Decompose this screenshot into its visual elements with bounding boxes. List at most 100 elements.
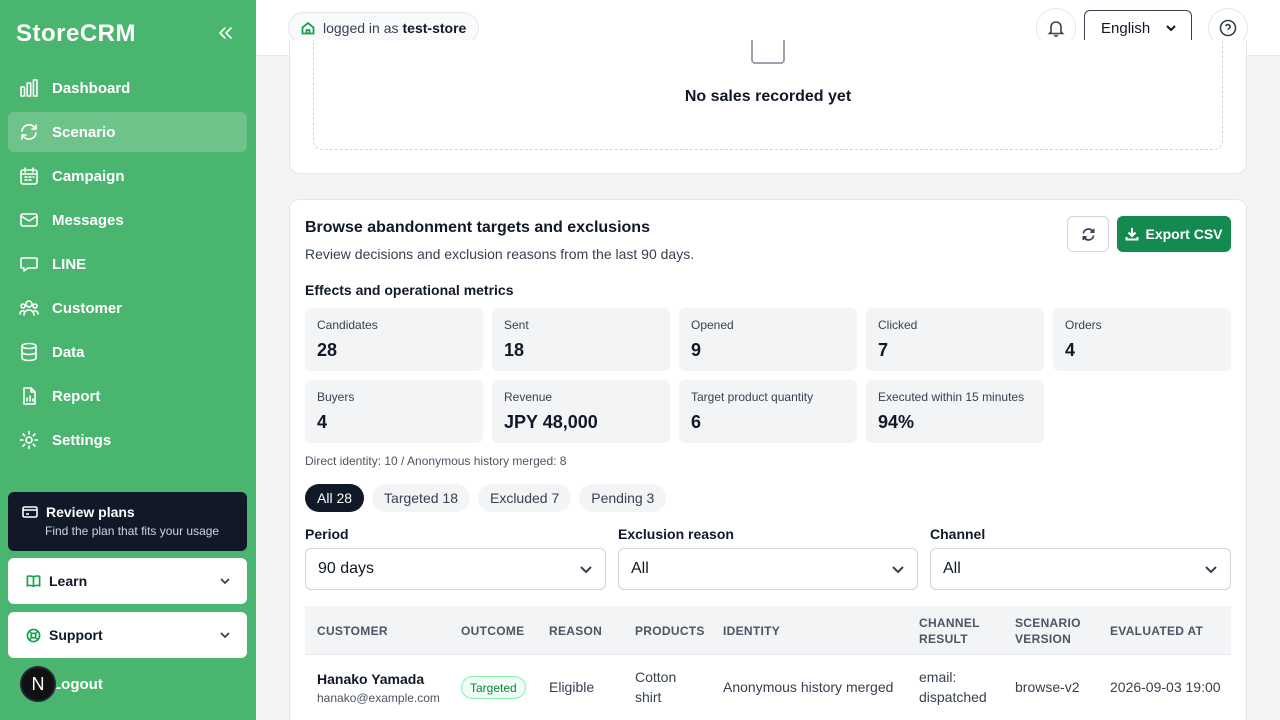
metric-label: Clicked <box>878 318 918 332</box>
channel-value: All <box>943 560 961 577</box>
calendar-icon <box>18 165 40 187</box>
channel-select[interactable]: All <box>930 548 1231 590</box>
support-label: Support <box>49 627 103 643</box>
chevron-down-icon <box>1166 25 1176 32</box>
metric-orders: Orders 4 <box>1053 308 1231 371</box>
sidebar-item-label: Dashboard <box>52 79 131 97</box>
exclusion-reason-select[interactable]: All <box>618 548 918 590</box>
credit-card-icon <box>22 506 38 518</box>
metric-revenue: Revenue JPY 48,000 <box>492 380 670 443</box>
sidebar-item-scenario[interactable]: Scenario <box>8 112 247 152</box>
metric-label: Opened <box>691 318 734 332</box>
sidebar-item-settings[interactable]: Settings <box>8 420 247 460</box>
metric-executed-within-15-minutes: Executed within 15 minutes 94% <box>866 380 1044 443</box>
column-header-scenario-version[interactable]: SCENARIO VERSION <box>1015 616 1081 646</box>
period-value: 90 days <box>318 560 375 577</box>
metric-value: 94% <box>878 412 915 432</box>
sidebar: StoreCRM Dashboard Scenario Campaign Mes… <box>0 0 256 720</box>
sales-empty-text: No sales recorded yet <box>684 88 852 105</box>
sidebar-item-customer[interactable]: Customer <box>8 288 247 328</box>
support-accordion[interactable]: Support <box>8 612 247 658</box>
chip-pending[interactable]: Pending 3 <box>579 484 667 512</box>
sidebar-item-report[interactable]: Report <box>8 376 247 416</box>
customer-name[interactable]: Hanako Yamada <box>317 671 425 687</box>
chip-targeted[interactable]: Targeted 18 <box>372 484 470 512</box>
logout-label: Logout <box>52 675 103 693</box>
metric-target-product-quantity: Target product quantity 6 <box>679 380 857 443</box>
section-subtitle: Review decisions and exclusion reasons f… <box>305 246 695 262</box>
chevron-down-icon <box>1205 566 1217 574</box>
row-evaluated-at: 2026-09-03 19:00 <box>1110 679 1221 695</box>
sidebar-item-data[interactable]: Data <box>8 332 247 372</box>
logged-in-prefix: logged in as <box>323 20 399 36</box>
sidebar-item-label: Report <box>52 387 101 405</box>
column-header-identity[interactable]: IDENTITY <box>723 624 781 638</box>
metric-buyers: Buyers 4 <box>305 380 483 443</box>
column-header-outcome[interactable]: OUTCOME <box>461 624 525 638</box>
brand-logo: StoreCRM <box>16 20 137 47</box>
chevron-down-icon <box>892 566 904 574</box>
review-plans-title: Review plans <box>46 504 135 520</box>
refresh-icon <box>1082 227 1094 241</box>
chevron-down-icon <box>580 566 592 574</box>
metric-value: 4 <box>1065 340 1076 360</box>
metric-label: Buyers <box>317 390 355 404</box>
store-name: test-store <box>402 20 467 36</box>
sidebar-item-label: LINE <box>52 255 87 273</box>
metric-value: 4 <box>317 412 328 432</box>
empty-box-icon <box>751 40 785 64</box>
identity-note: Direct identity: 10 / Anonymous history … <box>305 454 567 468</box>
sidebar-item-dashboard[interactable]: Dashboard <box>8 68 247 108</box>
metric-label: Orders <box>1065 318 1102 332</box>
metric-value: 7 <box>878 340 889 360</box>
review-plans-card[interactable]: Review plans Find the plan that fits you… <box>8 492 247 551</box>
period-label: Period <box>305 526 349 542</box>
logout-button[interactable]: N Logout <box>20 666 103 702</box>
chip-excluded[interactable]: Excluded 7 <box>477 484 572 512</box>
export-csv-button[interactable]: Export CSV <box>1117 216 1231 252</box>
period-select[interactable]: 90 days <box>305 548 606 590</box>
chip-all[interactable]: All 28 <box>305 484 365 512</box>
bar-chart-icon <box>18 77 40 99</box>
metric-value: 9 <box>691 340 702 360</box>
export-csv-label: Export CSV <box>1145 226 1223 242</box>
sidebar-item-label: Campaign <box>52 167 125 185</box>
column-header-reason[interactable]: REASON <box>549 624 603 638</box>
column-header-channel-result[interactable]: CHANNEL RESULT <box>919 616 980 646</box>
column-header-customer[interactable]: CUSTOMER <box>317 624 388 638</box>
sidebar-item-line[interactable]: LINE <box>8 244 247 284</box>
metrics-title: Effects and operational metrics <box>305 282 514 298</box>
channel-label: Channel <box>930 526 986 542</box>
sidebar-item-messages[interactable]: Messages <box>8 200 247 240</box>
row-channel-result: email: dispatched <box>919 669 987 705</box>
column-header-evaluated-at[interactable]: EVALUATED AT <box>1110 624 1204 638</box>
row-scenario-version: browse-v2 <box>1015 679 1080 695</box>
sidebar-nav: Dashboard Scenario Campaign Messages LIN… <box>8 68 247 464</box>
download-icon <box>1125 228 1139 241</box>
column-header-products[interactable]: PRODUCTS <box>635 624 705 638</box>
file-chart-icon <box>18 385 40 407</box>
chevron-down-icon <box>220 578 230 585</box>
learn-label: Learn <box>49 573 88 589</box>
metric-label: Sent <box>504 318 529 332</box>
avatar: N <box>20 666 56 702</box>
row-reason: Eligible <box>549 679 595 695</box>
collapse-sidebar-icon[interactable] <box>214 22 236 44</box>
review-plans-subtitle: Find the plan that fits your usage <box>45 524 220 538</box>
table-header <box>305 606 1231 655</box>
metric-sent: Sent 18 <box>492 308 670 371</box>
metric-clicked: Clicked 7 <box>866 308 1044 371</box>
mail-icon <box>18 209 40 231</box>
book-icon <box>26 574 41 587</box>
sales-empty-state <box>313 40 1223 150</box>
row-products: Cotton shirt <box>635 669 677 705</box>
gear-icon <box>18 429 40 451</box>
sidebar-item-label: Customer <box>52 299 123 317</box>
refresh-button[interactable] <box>1067 216 1109 252</box>
refresh-cycle-icon <box>18 121 40 143</box>
sidebar-item-campaign[interactable]: Campaign <box>8 156 247 196</box>
bell-icon <box>1047 21 1065 37</box>
metric-label: Revenue <box>504 390 553 404</box>
learn-accordion[interactable]: Learn <box>8 558 247 604</box>
metric-value: JPY 48,000 <box>504 412 598 432</box>
